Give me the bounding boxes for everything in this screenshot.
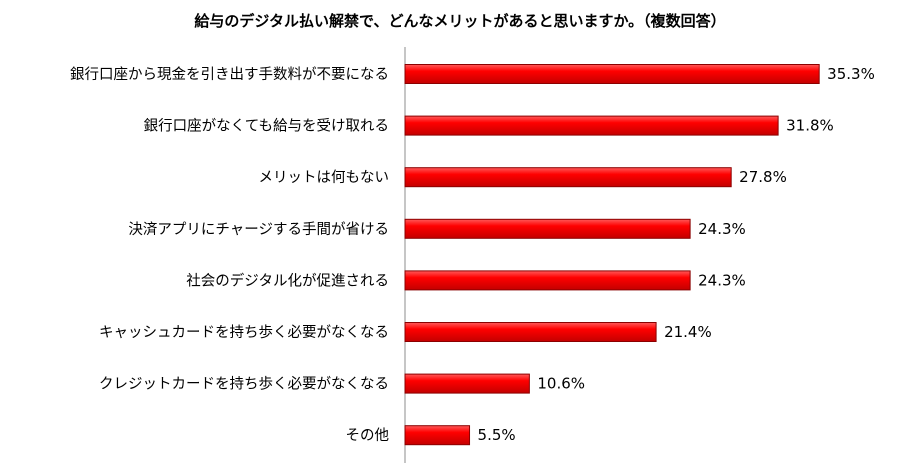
category-label: キャッシュカードを持ち歩く必要がなくなる <box>99 324 389 341</box>
bar <box>404 322 657 342</box>
bar <box>404 64 820 84</box>
chart-title: 給与のデジタル払い解禁で、どんなメリットがあると思いますか。（複数回答） <box>194 12 726 30</box>
category-label: その他 <box>346 427 390 444</box>
value-label: 31.8% <box>786 117 834 135</box>
category-label: 社会のデジタル化が促進される <box>186 271 389 289</box>
bar <box>404 373 530 394</box>
category-label: 銀行口座がなくても給与を受け取れる <box>144 118 389 135</box>
bar <box>404 425 471 446</box>
value-label: 5.5% <box>478 426 516 444</box>
bar <box>404 167 732 188</box>
category-label: 銀行口座から現金を引き出す手数料が不要になる <box>70 66 389 83</box>
value-label: 24.3% <box>698 271 746 289</box>
value-label: 24.3% <box>698 220 746 238</box>
value-label: 35.3% <box>827 65 875 83</box>
category-label: 決済アプリにチャージする手間が省ける <box>128 221 389 238</box>
category-label: クレジットカードを持ち歩く必要がなくなる <box>99 376 389 393</box>
value-label: 27.8% <box>739 168 787 186</box>
bar <box>404 270 691 291</box>
value-label: 21.4% <box>664 323 712 341</box>
value-label: 10.6% <box>537 375 585 393</box>
bar <box>404 115 779 136</box>
category-label: メリットは何もない <box>259 169 390 186</box>
bar <box>404 218 691 239</box>
